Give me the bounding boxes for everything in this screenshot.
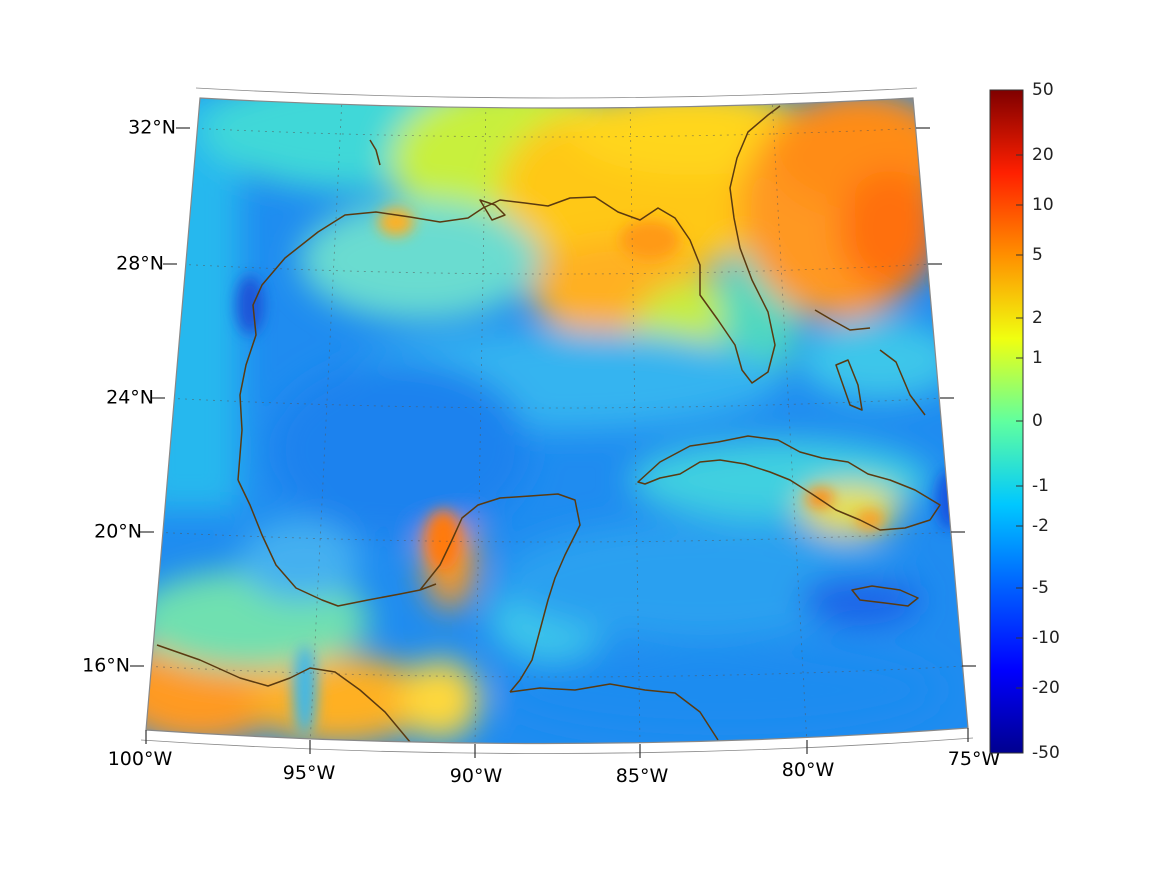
lon-label-90w: 90°W xyxy=(450,765,503,787)
longitude-labels: 100°W 95°W 90°W 85°W 80°W 75°W xyxy=(108,748,1001,787)
colorbar-label: 50 xyxy=(1032,80,1054,100)
coastlines xyxy=(156,105,941,743)
colorbar-label: 20 xyxy=(1032,145,1054,165)
colorbar-ticks xyxy=(1016,89,1023,754)
colorbar-label: -1 xyxy=(1032,476,1049,496)
lon-label-85w: 85°W xyxy=(616,765,669,787)
lat-label-20n: 20°N xyxy=(94,521,142,543)
lon-label-80w: 80°W xyxy=(782,759,835,781)
colorbar-label: 5 xyxy=(1032,245,1043,265)
lat-label-16n: 16°N xyxy=(82,655,130,677)
colorbar-label: -2 xyxy=(1032,516,1049,536)
lon-label-95w: 95°W xyxy=(283,762,336,784)
colorbar-label: -50 xyxy=(1032,743,1060,763)
colorbar-label: 0 xyxy=(1032,411,1043,431)
axis-ticks xyxy=(130,127,976,758)
lat-label-28n: 28°N xyxy=(116,253,164,275)
colorbar-label: -5 xyxy=(1032,578,1049,598)
map-frame xyxy=(140,87,974,754)
colorbar-label: -10 xyxy=(1032,628,1060,648)
colorbar-label: 2 xyxy=(1032,308,1043,328)
colorbar-label: 1 xyxy=(1032,348,1043,368)
latitude-labels: 32°N 28°N 24°N 20°N 16°N xyxy=(82,117,176,677)
lat-label-24n: 24°N xyxy=(106,387,154,409)
colorbar-labels: 50 20 10 5 2 1 0 -1 -2 -5 -10 -20 -50 xyxy=(1032,80,1060,763)
colorbar-label: 10 xyxy=(1032,195,1054,215)
graticule xyxy=(146,98,967,744)
colorbar-label: -20 xyxy=(1032,678,1060,698)
colorbar: 50 20 10 5 2 1 0 -1 -2 -5 -10 -20 -50 xyxy=(989,80,1060,763)
lon-label-75w: 75°W xyxy=(948,748,1001,770)
lat-label-32n: 32°N xyxy=(128,117,176,139)
lon-label-100w: 100°W xyxy=(108,748,173,770)
data-field xyxy=(146,98,968,744)
